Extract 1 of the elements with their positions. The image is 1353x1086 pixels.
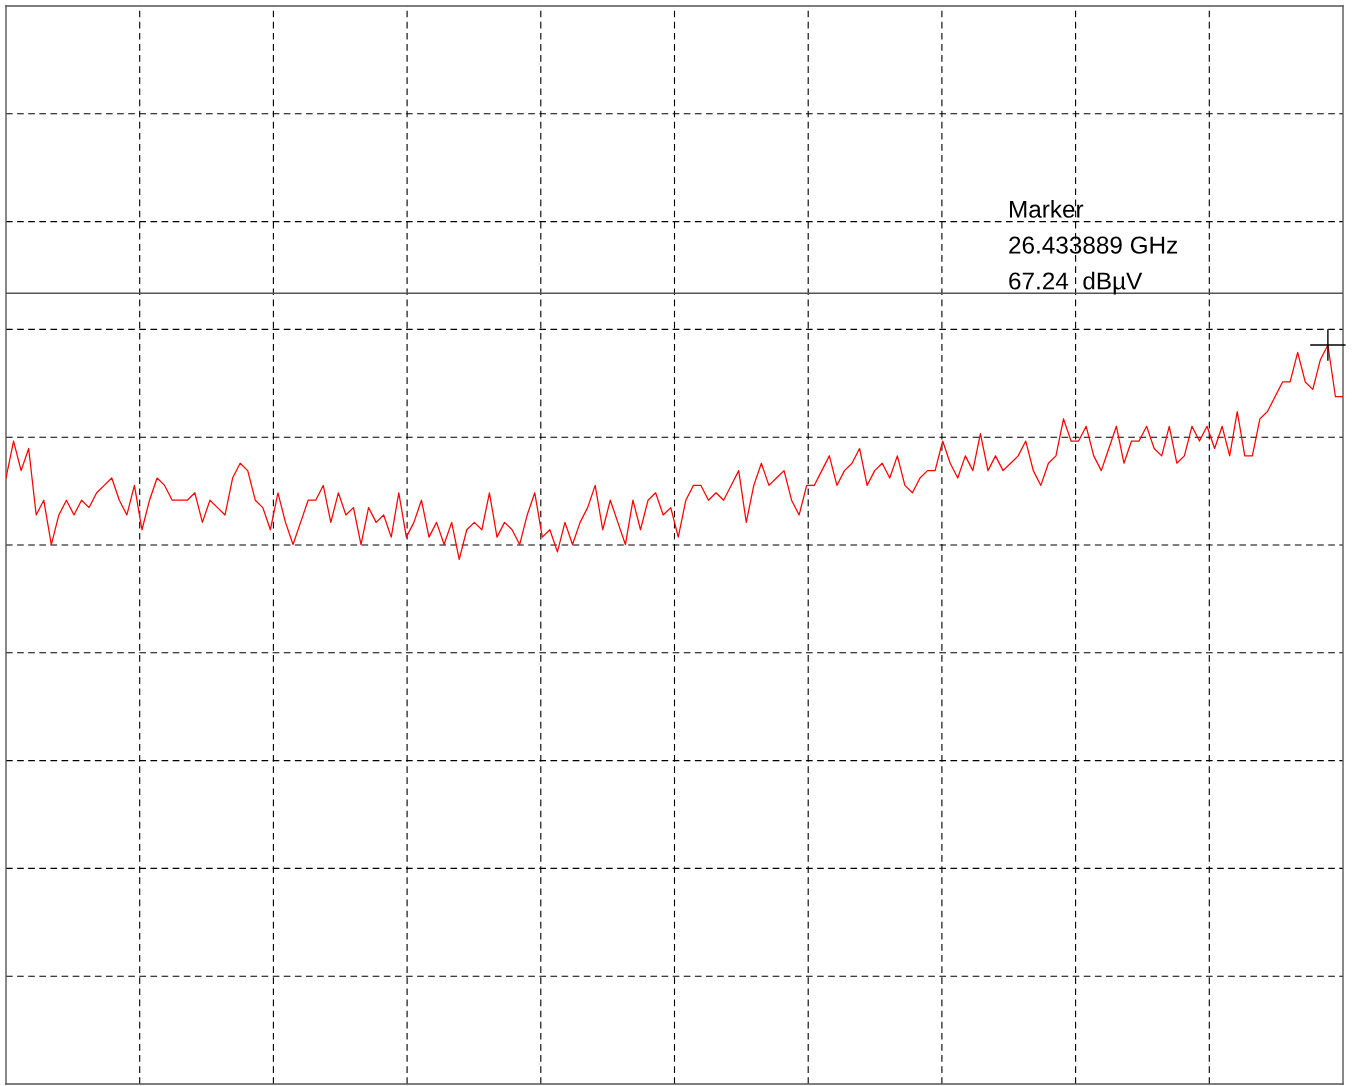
text: Marker 26.433889 GHz 67.24 dBµV bbox=[1009, 200, 1178, 295]
